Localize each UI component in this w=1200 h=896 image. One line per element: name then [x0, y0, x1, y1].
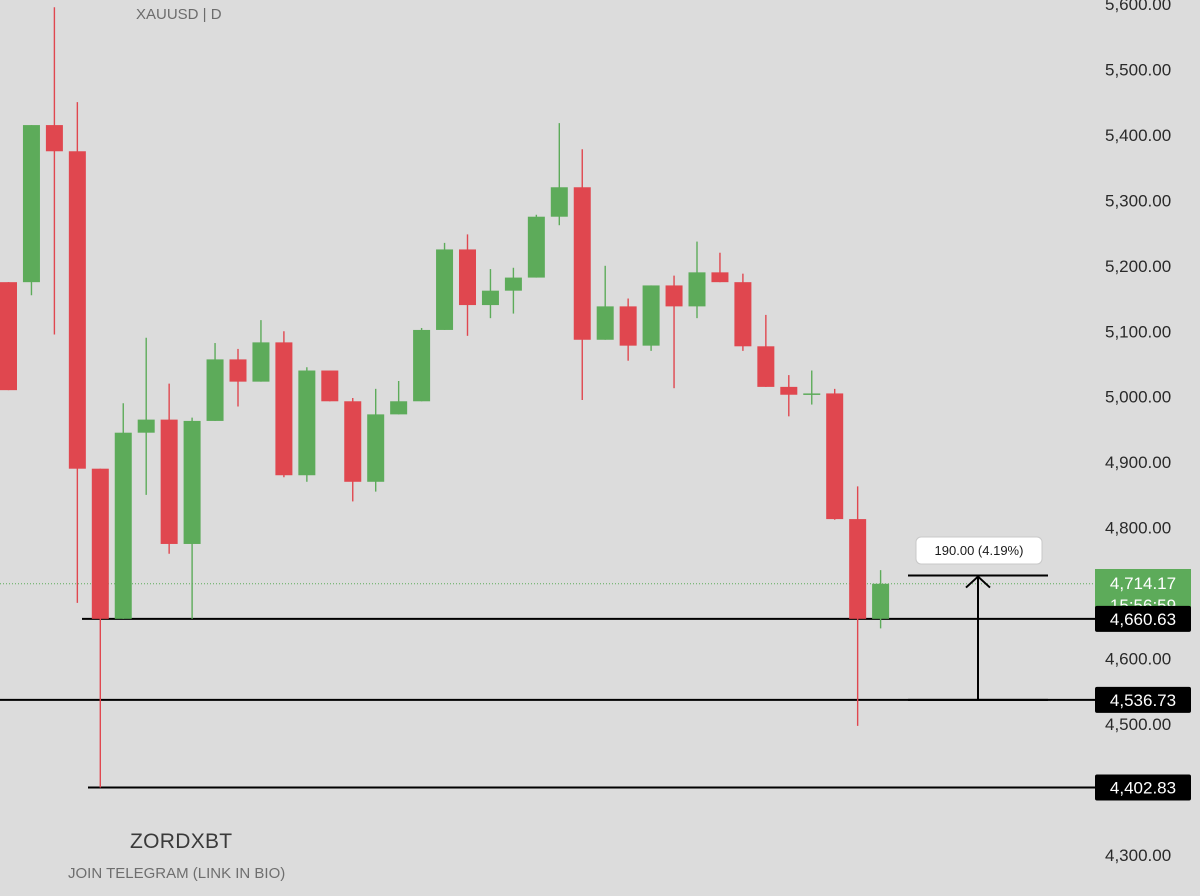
level-price-label: 4,660.63: [1110, 610, 1176, 629]
candle-body: [183, 420, 201, 544]
candle-body: [527, 216, 545, 278]
measure-tool[interactable]: 190.00 (4.19%): [908, 536, 1048, 701]
candle-body: [459, 249, 476, 306]
measure-label: 190.00 (4.19%): [935, 543, 1024, 558]
candle-body: [114, 432, 132, 619]
y-tick-label: 5,200.00: [1105, 257, 1171, 276]
y-tick-label: 4,500.00: [1105, 715, 1171, 734]
y-tick-label: 5,600.00: [1105, 0, 1171, 14]
y-tick-label: 4,800.00: [1105, 519, 1171, 538]
candle-body: [550, 187, 568, 217]
candle-body: [275, 342, 293, 476]
measure-arrow-head: [965, 575, 991, 589]
y-tick-label: 4,900.00: [1105, 453, 1171, 472]
horizontal-levels: [0, 617, 1095, 789]
y-tick-label: 5,100.00: [1105, 322, 1171, 341]
y-tick-label: 5,400.00: [1105, 126, 1171, 145]
candle-body: [481, 290, 499, 306]
candle-body: [229, 359, 247, 382]
candle-body: [137, 419, 155, 433]
candle-body: [321, 370, 339, 402]
candle-body: [45, 125, 63, 152]
candle-body: [688, 272, 706, 307]
y-tick-label: 4,300.00: [1105, 846, 1171, 865]
candle-body: [504, 277, 522, 291]
price-axis[interactable]: 4,300.004,500.004,600.004,700.004,800.00…: [1095, 0, 1191, 865]
candle-body: [91, 468, 109, 619]
candle-body: [596, 306, 614, 340]
last-price-value: 4,714.17: [1110, 574, 1176, 593]
candle-body: [573, 187, 591, 340]
candle-body: [757, 346, 775, 387]
candle-body: [711, 272, 729, 283]
candle-body: [68, 151, 86, 469]
y-tick-label: 5,500.00: [1105, 60, 1171, 79]
watermark-name: ZORDXBT: [130, 830, 233, 853]
candle-body: [849, 519, 867, 619]
candle-body: [367, 414, 385, 482]
measure-label-box: [915, 536, 1043, 565]
candle-body: [413, 329, 431, 402]
candle-body: [872, 583, 890, 619]
candle-body: [642, 285, 660, 346]
candle-body: [160, 419, 178, 544]
candle-body: [826, 393, 844, 520]
y-tick-label: 5,000.00: [1105, 388, 1171, 407]
candle-body: [206, 359, 224, 421]
candle-body: [436, 249, 454, 330]
candles: [0, 7, 890, 788]
candle-body: [252, 342, 270, 382]
symbol-label: XAUUSD | D: [136, 6, 222, 23]
level-price-tag: [1095, 686, 1191, 713]
candle-body: [22, 125, 40, 283]
candle-body: [390, 401, 408, 415]
candle-body: [780, 386, 798, 395]
candle-body: [665, 285, 683, 307]
candle-body: [344, 401, 362, 482]
level-price-tag: [1095, 605, 1191, 632]
candle-body: [803, 393, 821, 395]
candle-body: [298, 370, 316, 476]
watermark-subtitle: JOIN TELEGRAM (LINK IN BIO): [68, 865, 286, 882]
candle-body: [0, 282, 17, 391]
level-price-tag: [1095, 774, 1191, 801]
candle-body: [734, 282, 752, 347]
y-tick-label: 5,300.00: [1105, 191, 1171, 210]
level-price-label: 4,536.73: [1110, 691, 1176, 710]
level-price-label: 4,402.83: [1110, 779, 1176, 798]
y-tick-label: 4,600.00: [1105, 650, 1171, 669]
candle-body: [619, 306, 637, 346]
